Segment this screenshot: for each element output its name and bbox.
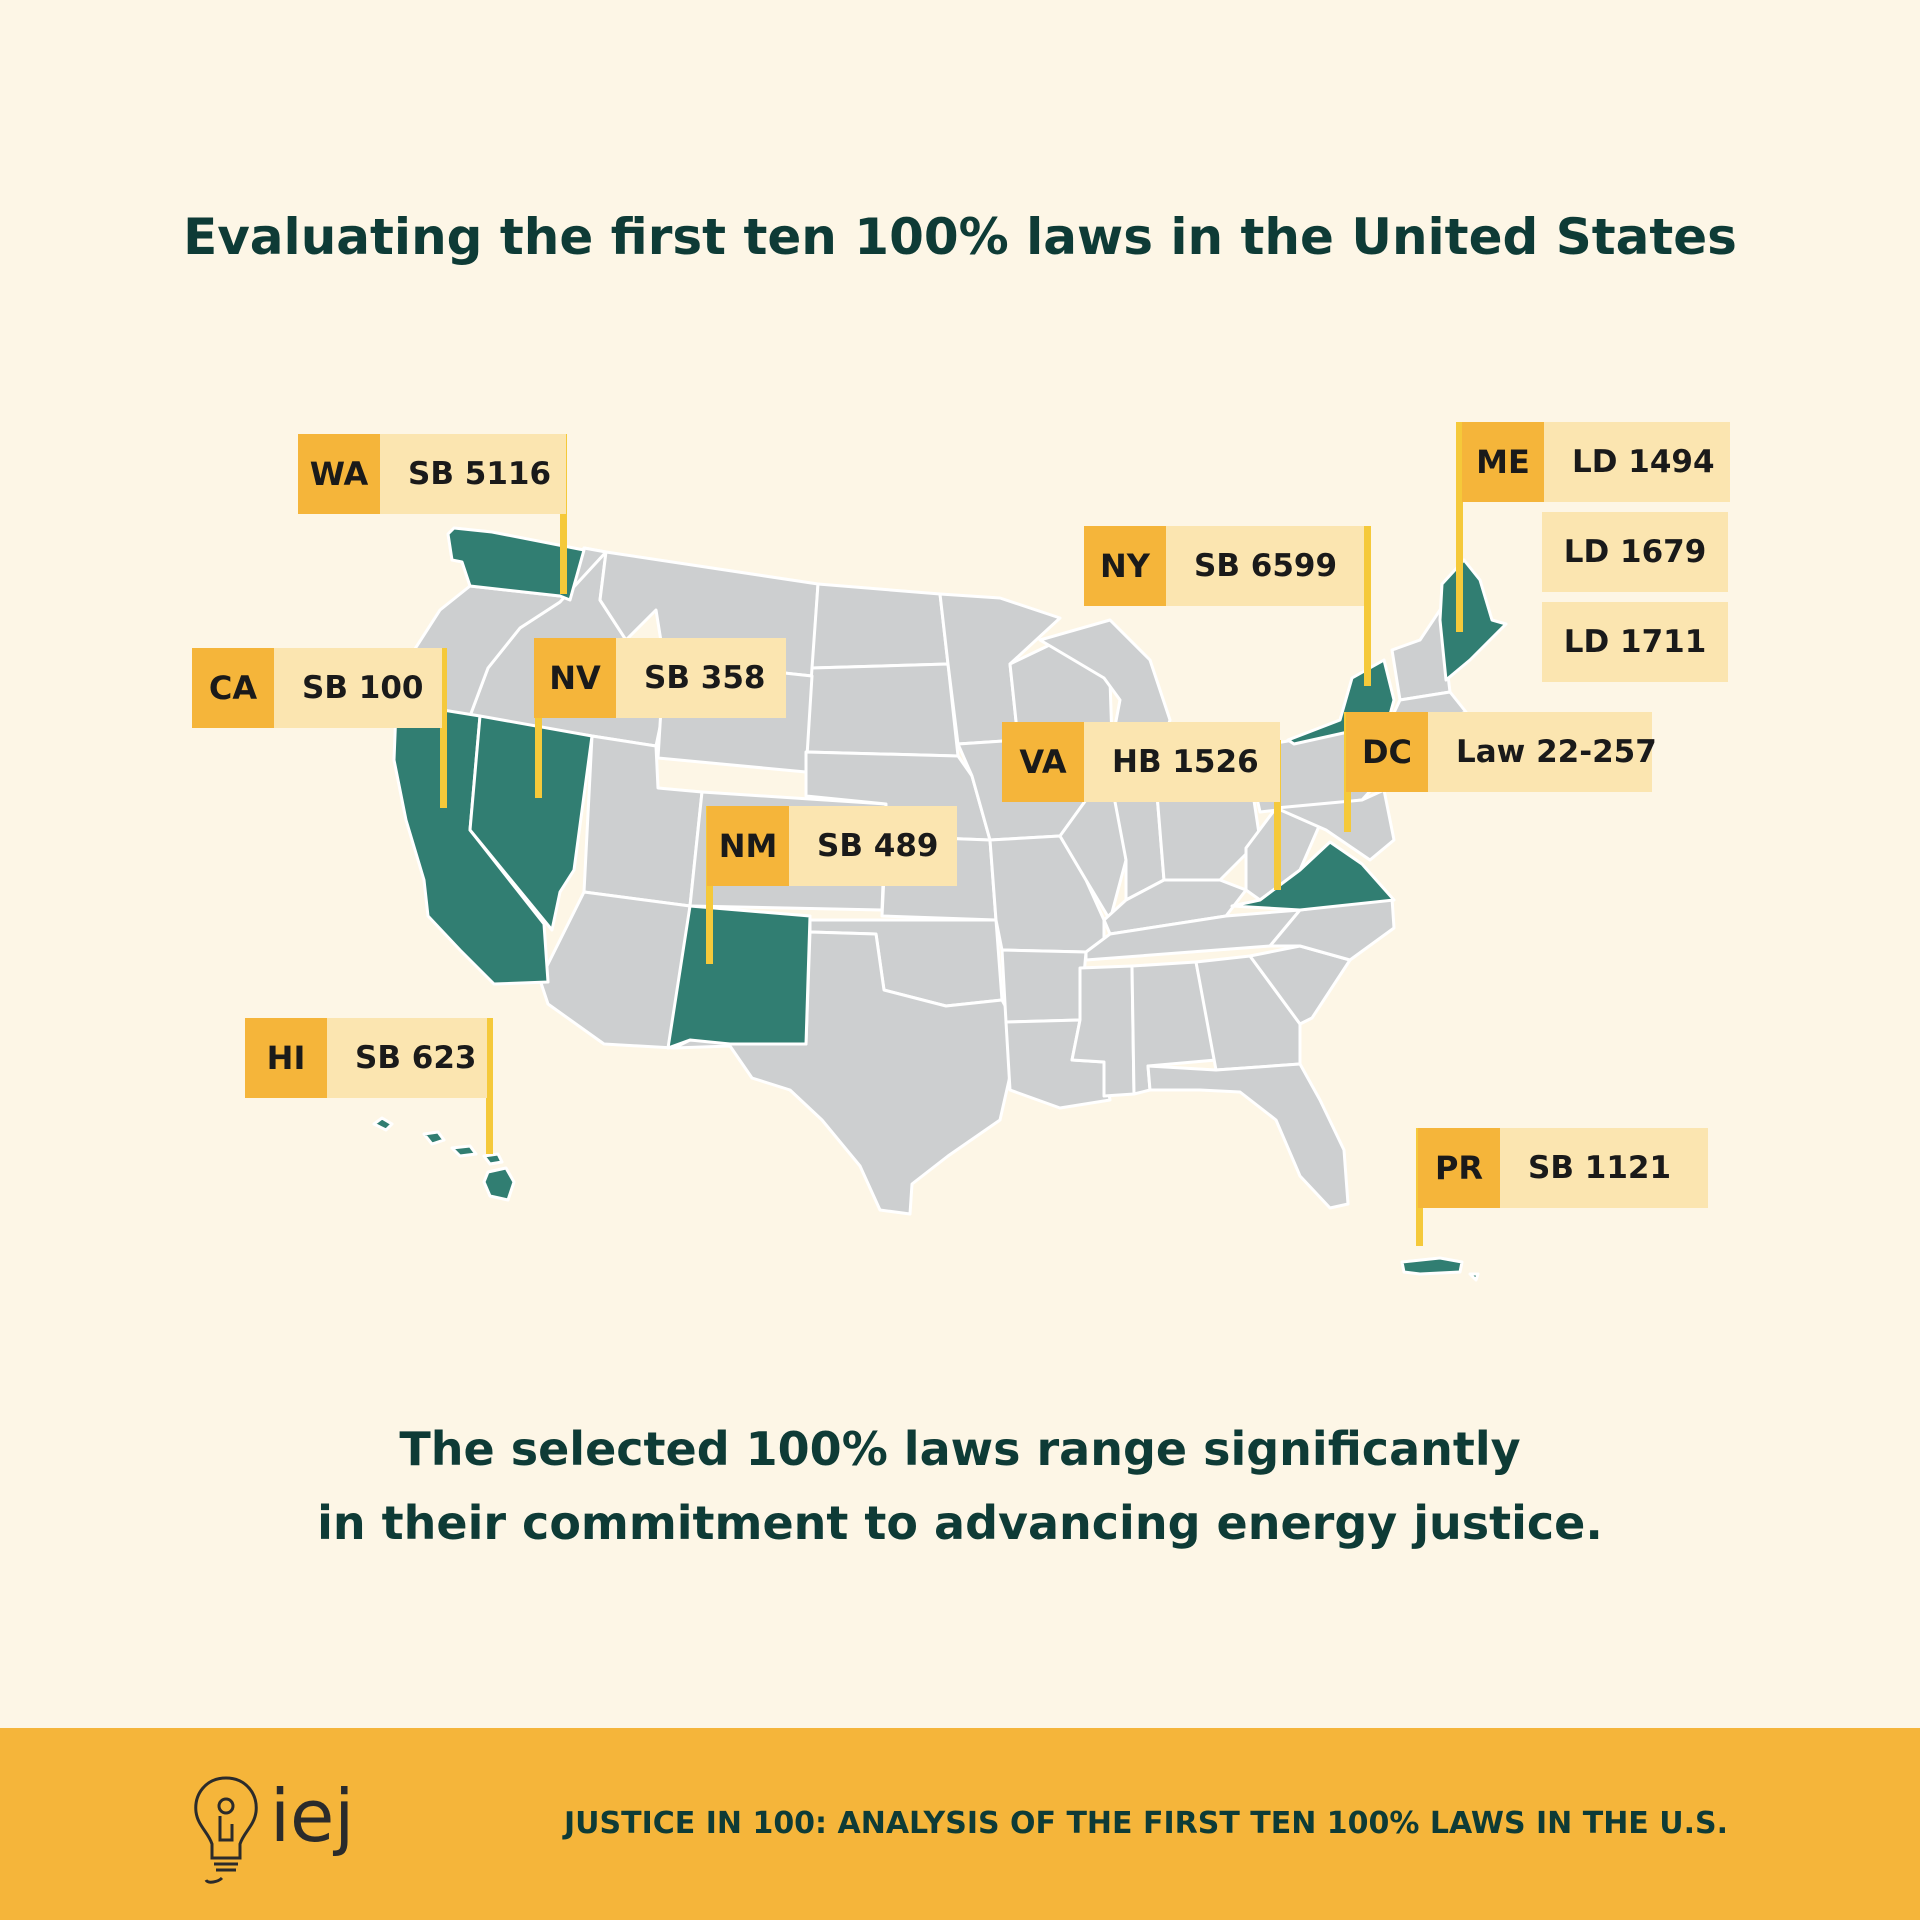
flag-va: VA HB 1526 xyxy=(1002,722,1280,802)
flag-bill: SB 489 xyxy=(789,806,957,886)
flag-pr: PR SB 1121 xyxy=(1418,1128,1708,1208)
state-TX xyxy=(672,930,1016,1216)
state-NV xyxy=(468,714,594,932)
flag-bill-extra: LD 1711 xyxy=(1542,602,1728,682)
flag-pole-me xyxy=(1456,422,1463,632)
subtitle-line: The selected 100% laws range significant… xyxy=(399,1422,1521,1476)
flag-code: HI xyxy=(245,1018,327,1098)
flag-bill: SB 1121 xyxy=(1500,1128,1708,1208)
lightbulb-icon xyxy=(194,1776,258,1884)
state-ME xyxy=(1438,558,1508,682)
flag-pole-nv xyxy=(535,638,542,798)
flag-code: PR xyxy=(1418,1128,1500,1208)
us-map: WA SB 5116 CA SB 100 NV SB 358 NM SB 489… xyxy=(192,422,1730,1282)
flag-me: ME LD 1494 xyxy=(1462,422,1730,502)
state-VA xyxy=(1230,840,1396,912)
flag-nm: NM SB 489 xyxy=(707,806,957,886)
flag-code: NM xyxy=(707,806,789,886)
flag-code: DC xyxy=(1346,712,1428,792)
state-HI xyxy=(372,1116,516,1202)
flag-pole-wa xyxy=(560,434,567,594)
subtitle: The selected 100% laws range significant… xyxy=(0,1412,1920,1560)
state-SC xyxy=(1248,944,1352,1026)
subtitle-line: in their commitment to advancing energy … xyxy=(317,1496,1603,1550)
state-NJ-MD-DE xyxy=(1274,788,1396,862)
state-FL xyxy=(1146,1062,1350,1210)
page-title: Evaluating the first ten 100% laws in th… xyxy=(183,208,1737,266)
report-title: JUSTICE IN 100: ANALYSIS OF THE FIRST TE… xyxy=(564,1806,1728,1841)
flag-bill: SB 358 xyxy=(616,638,786,718)
flag-nv: NV SB 358 xyxy=(534,638,786,718)
flag-hi: HI SB 623 xyxy=(245,1018,487,1098)
state-ND xyxy=(810,582,950,670)
flag-code: NV xyxy=(534,638,616,718)
flag-bill: HB 1526 xyxy=(1084,722,1280,802)
state-AZ xyxy=(538,890,692,1050)
state-WA xyxy=(446,526,586,602)
flag-pole-hi xyxy=(486,1018,493,1154)
flag-code: CA xyxy=(192,648,274,728)
flag-ny: NY SB 6599 xyxy=(1084,526,1364,606)
flag-pole-ca xyxy=(440,648,447,808)
flag-bill: SB 5116 xyxy=(380,434,566,514)
flag-pole-ny xyxy=(1364,526,1371,686)
state-GA xyxy=(1194,954,1302,1072)
flag-bill: LD 1494 xyxy=(1544,422,1730,502)
flag-code: WA xyxy=(298,434,380,514)
flag-bill: SB 6599 xyxy=(1166,526,1364,606)
flag-bill: Law 22-257 xyxy=(1428,712,1657,792)
flag-dc: DC Law 22-257 xyxy=(1346,712,1657,792)
state-NM xyxy=(666,904,812,1050)
flag-bill: SB 623 xyxy=(327,1018,487,1098)
state-AR xyxy=(1000,948,1088,1024)
state-PR xyxy=(1400,1256,1480,1282)
flag-bill-extra: LD 1679 xyxy=(1542,512,1728,592)
flag-code: VA xyxy=(1002,722,1084,802)
state-SD xyxy=(804,662,960,758)
footer-bar: iej JUSTICE IN 100: ANALYSIS OF THE FIRS… xyxy=(0,1728,1920,1920)
flag-code: NY xyxy=(1084,526,1166,606)
flag-code: ME xyxy=(1462,422,1544,502)
flag-wa: WA SB 5116 xyxy=(298,434,566,514)
logo-text: iej xyxy=(270,1774,355,1858)
flag-pole-va xyxy=(1274,740,1281,890)
highlighted-states xyxy=(372,526,1508,1282)
flag-bill: SB 100 xyxy=(274,648,442,728)
flag-ca: CA SB 100 xyxy=(192,648,442,728)
